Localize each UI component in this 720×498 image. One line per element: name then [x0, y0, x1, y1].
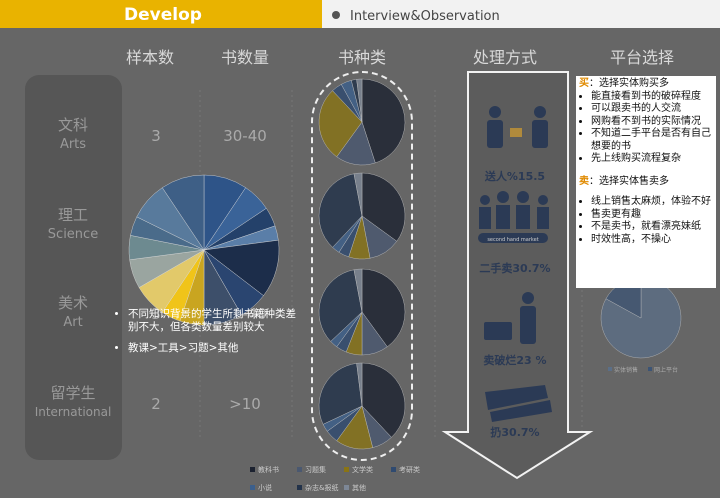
- row-name: 留学生: [50, 384, 95, 402]
- row-name-en: International: [35, 405, 112, 419]
- icons: [478, 106, 552, 422]
- row-name: 理工: [58, 206, 88, 224]
- pie-slice: [361, 268, 406, 348]
- legend-swatch: [297, 467, 302, 472]
- row-name-en: Arts: [60, 137, 86, 152]
- platform-box: 买：选择实体购买多 能直接看到书的破碎程度可以跟卖书的人交流网购看不到书的实际情…: [576, 76, 716, 288]
- bullet: [332, 11, 340, 19]
- flow-arrow: [441, 71, 594, 480]
- subtitle: Interview&Observation: [350, 9, 500, 24]
- sell-item: 时效性高，不操心: [591, 234, 713, 247]
- legend-label: 教科书: [258, 465, 279, 474]
- small-pie: [318, 362, 406, 450]
- legend-swatch: [297, 485, 302, 490]
- legend-label: 网上平台: [654, 366, 678, 374]
- legend-swatch: [250, 467, 255, 472]
- legend-label: 实体销售: [614, 366, 638, 374]
- book-count: 30-40: [223, 127, 267, 145]
- buy-item: 先上线购买流程复杂: [591, 153, 713, 166]
- column-header: 样本数: [126, 48, 174, 67]
- legend-swatch: [344, 467, 349, 472]
- header-bar-right: [322, 0, 720, 28]
- pie-slice: [318, 363, 363, 425]
- notes: 不同知识背景的学生所剩书籍种类差别不大，但各类数量差别较大教课>工具>习题>其他: [116, 308, 296, 355]
- section: Develop: [124, 5, 202, 25]
- pie-slice: [361, 362, 406, 438]
- row-name-en: Science: [48, 227, 98, 242]
- pie-slice: [356, 362, 363, 407]
- platform-pie: [600, 277, 682, 359]
- legend-label: 考研类: [399, 465, 420, 474]
- legend-swatch: [391, 467, 396, 472]
- column-header: 平台选择: [610, 48, 674, 67]
- buy-key: 买: [579, 78, 589, 89]
- small-pie: [318, 78, 406, 166]
- pie-slice: [203, 239, 280, 296]
- small-pie: [318, 172, 406, 260]
- legend-label: 习题集: [305, 465, 326, 474]
- pie-slice: [318, 269, 363, 342]
- legend-swatch: [250, 485, 255, 490]
- note: 教课>工具>习题>其他: [128, 342, 296, 355]
- sell-item: 不是卖书，就看漂亮妹纸: [591, 221, 713, 234]
- pie-slice: [361, 172, 406, 242]
- buy-item: 能直接看到书的破碎程度: [591, 91, 713, 104]
- column-header: 书数量: [221, 48, 269, 67]
- pie-slice: [353, 172, 363, 217]
- buy-item: 网购看不到书的实际情况: [591, 116, 713, 129]
- sample-count: 3: [151, 305, 161, 323]
- legend-swatch: [648, 367, 652, 371]
- buy-text: ：选择实体购买多: [589, 78, 669, 89]
- method-label: 二手卖30.7%: [479, 261, 550, 275]
- pie-slice: [353, 268, 363, 313]
- sample-count: 2: [151, 395, 161, 413]
- sell-item: 线上销售太麻烦，体验不好: [591, 196, 713, 209]
- legend-label: 文学类: [352, 465, 373, 474]
- pie-capsule: [311, 71, 413, 461]
- note: 不同知识背景的学生所剩书籍种类差别不大，但各类数量差别较大: [128, 308, 296, 334]
- sell-heading: 卖：选择实体售卖多: [579, 176, 713, 189]
- small-pie: [318, 268, 406, 356]
- sell-text: ：选择实体售卖多: [589, 175, 669, 187]
- pie-slice: [361, 78, 406, 164]
- method-label: 送人%15.5: [484, 169, 545, 183]
- pie-slice: [162, 174, 205, 251]
- legend-label: 杂志&报纸: [305, 483, 338, 492]
- sell-key: 卖: [579, 175, 589, 187]
- column-header: 处理方式: [473, 48, 537, 67]
- row-name: 文科: [58, 116, 88, 134]
- legend-label: 其他: [352, 483, 366, 492]
- buy-item: 不知道二手平台是否有自己想要的书: [591, 128, 713, 153]
- big-pie: [128, 174, 280, 326]
- row-name: 美术: [58, 294, 88, 312]
- legend-swatch: [608, 367, 612, 371]
- sell-list: 线上销售太麻烦，体验不好售卖更有趣不是卖书，就看漂亮妹纸时效性高，不操心: [579, 196, 713, 246]
- column-header: 书种类: [338, 48, 386, 67]
- buy-item: 可以跟卖书的人交流: [591, 103, 713, 116]
- sell-item: 售卖更有趣: [591, 209, 713, 222]
- pie-slice: [356, 78, 363, 123]
- pie-slice: [318, 173, 363, 248]
- row-panel: [25, 75, 122, 460]
- legend-label: 小说: [258, 483, 272, 492]
- row-name-en: Art: [63, 315, 82, 330]
- buy-list: 能直接看到书的破碎程度可以跟卖书的人交流网购看不到书的实际情况不知道二手平台是否…: [579, 91, 713, 166]
- buy-heading: 买：选择实体购买多: [579, 78, 713, 91]
- method-label: 扔30.7%: [490, 425, 539, 439]
- icon-text: second hand market: [487, 237, 538, 243]
- pie-slice: [318, 90, 363, 158]
- method-label: 卖破烂23 %: [483, 353, 546, 367]
- sample-count: 3: [151, 127, 161, 145]
- header-bar: [0, 0, 322, 28]
- book-count: >10: [229, 395, 261, 413]
- legend-swatch: [344, 485, 349, 490]
